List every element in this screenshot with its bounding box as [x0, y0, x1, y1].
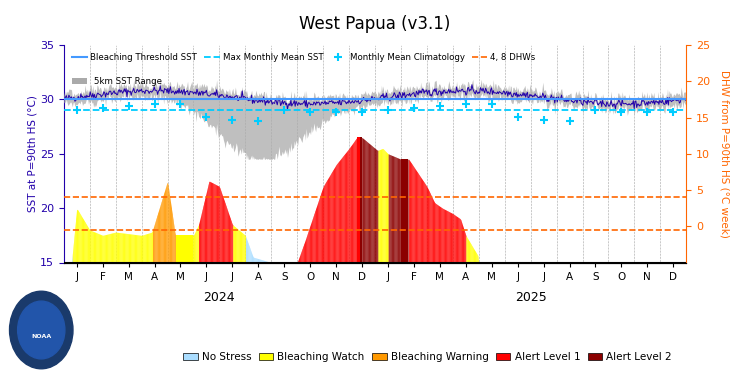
Y-axis label: SST at P=90th HS (°C): SST at P=90th HS (°C): [27, 95, 38, 212]
Text: 2025: 2025: [514, 291, 547, 304]
Legend: 5km SST Range: 5km SST Range: [68, 73, 165, 89]
Text: West Papua (v3.1): West Papua (v3.1): [299, 15, 451, 33]
Text: 2024: 2024: [203, 291, 236, 304]
Circle shape: [10, 291, 73, 369]
Y-axis label: DHW from P=90th HS (°C week): DHW from P=90th HS (°C week): [719, 70, 730, 238]
Legend: No Stress, Bleaching Watch, Bleaching Warning, Alert Level 1, Alert Level 2: No Stress, Bleaching Watch, Bleaching Wa…: [178, 348, 676, 366]
Circle shape: [18, 301, 64, 359]
Text: NOAA: NOAA: [31, 334, 51, 339]
